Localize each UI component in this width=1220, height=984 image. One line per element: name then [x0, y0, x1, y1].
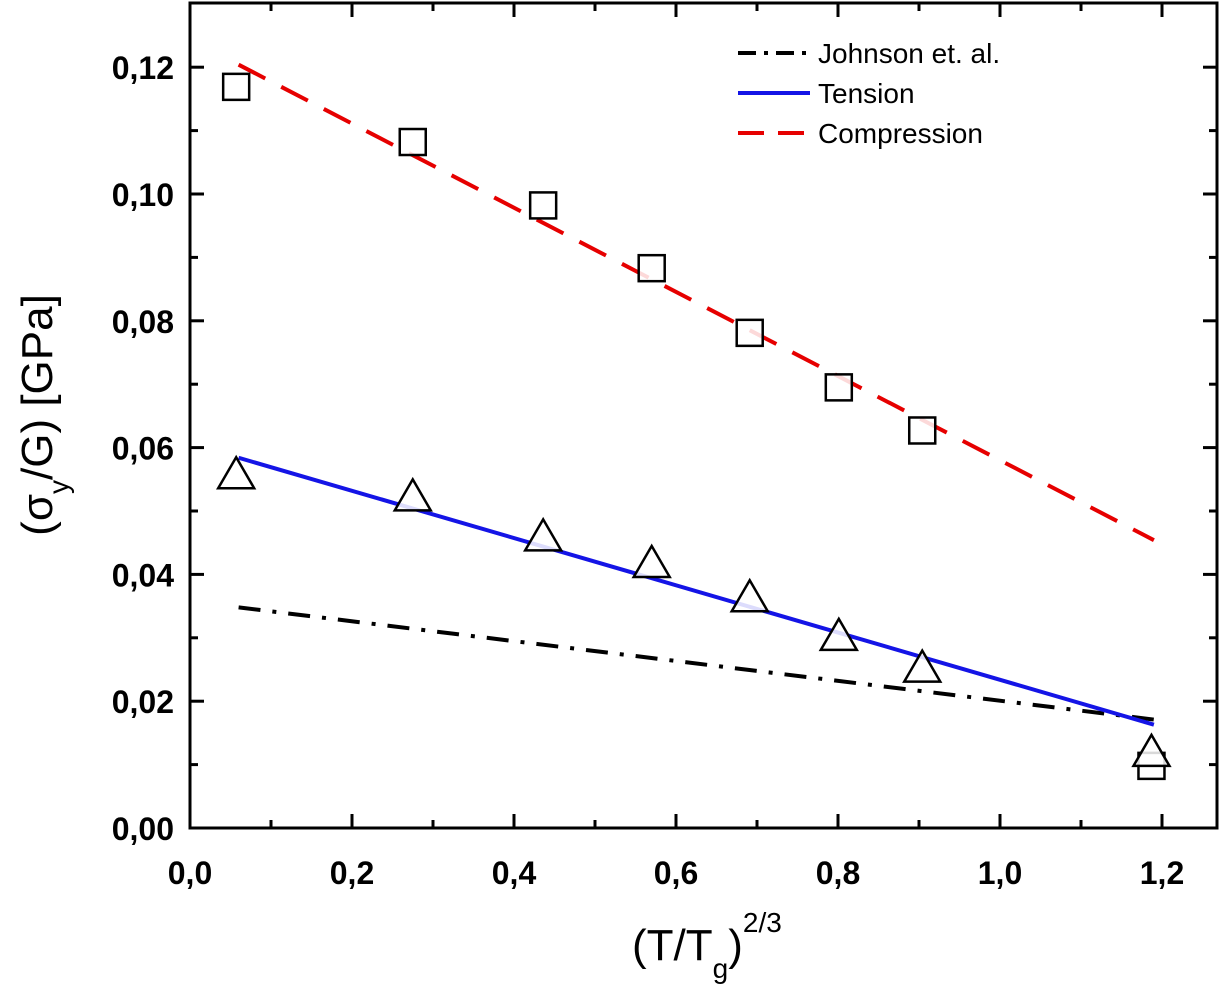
legend-label: Compression [818, 118, 983, 149]
y-axis-title: (σy/G) [GPa] [13, 294, 74, 536]
triangle-marker [729, 577, 770, 613]
y-tick-label: 0,12 [112, 50, 174, 86]
x-tick-label: 1,2 [1140, 855, 1184, 891]
series-line-tension [238, 455, 1155, 727]
x-tick-label: 0,6 [654, 855, 698, 891]
x-tick-label: 1,0 [978, 855, 1022, 891]
square-marker [221, 72, 251, 102]
square-marker [398, 127, 427, 157]
square-marker [824, 373, 854, 402]
x-tick-label: 0,8 [816, 855, 860, 891]
triangle-marker [392, 476, 433, 512]
square-marker [528, 191, 558, 220]
y-tick-label: 0,04 [112, 557, 174, 593]
square-marker [637, 253, 666, 283]
y-tick-label: 0,02 [112, 684, 174, 720]
legend-label: Tension [818, 78, 915, 109]
y-tick-label: 0,06 [112, 431, 174, 467]
square-marker [735, 318, 764, 348]
tick-labels: 0,0 0,2 0,4 0,6 0,8 1,0 1,2 0,00 0,02 0,04 0,06 0,0… [112, 50, 1185, 891]
y-tick-label: 0,10 [112, 177, 174, 213]
series-line-johnson-et-al [238, 605, 1155, 722]
x-axis-title: (T/Tg)2/3 [632, 907, 782, 984]
triangle-marker [1131, 732, 1172, 768]
triangle-marker [522, 516, 564, 552]
triangle-marker [818, 616, 859, 652]
y-tick-label: 0,00 [112, 811, 174, 847]
y-tick-label: 0,08 [112, 304, 174, 340]
data-markers [215, 72, 1172, 781]
x-tick-label: 0,2 [330, 855, 374, 891]
legend: Johnson et. al. Tension Compression [738, 38, 1000, 149]
tick-marks [188, 3, 1217, 830]
x-tick-label: 0,0 [168, 855, 212, 891]
plot-frame [188, 1, 1219, 830]
triangle-marker [631, 543, 672, 579]
series-line-compression [237, 62, 1155, 542]
triangle-marker [902, 648, 943, 683]
series-lines [237, 62, 1155, 727]
x-tick-label: 0,4 [492, 855, 537, 891]
triangle-marker [215, 454, 257, 490]
square-marker [907, 416, 937, 445]
legend-label: Johnson et. al. [818, 38, 1000, 69]
